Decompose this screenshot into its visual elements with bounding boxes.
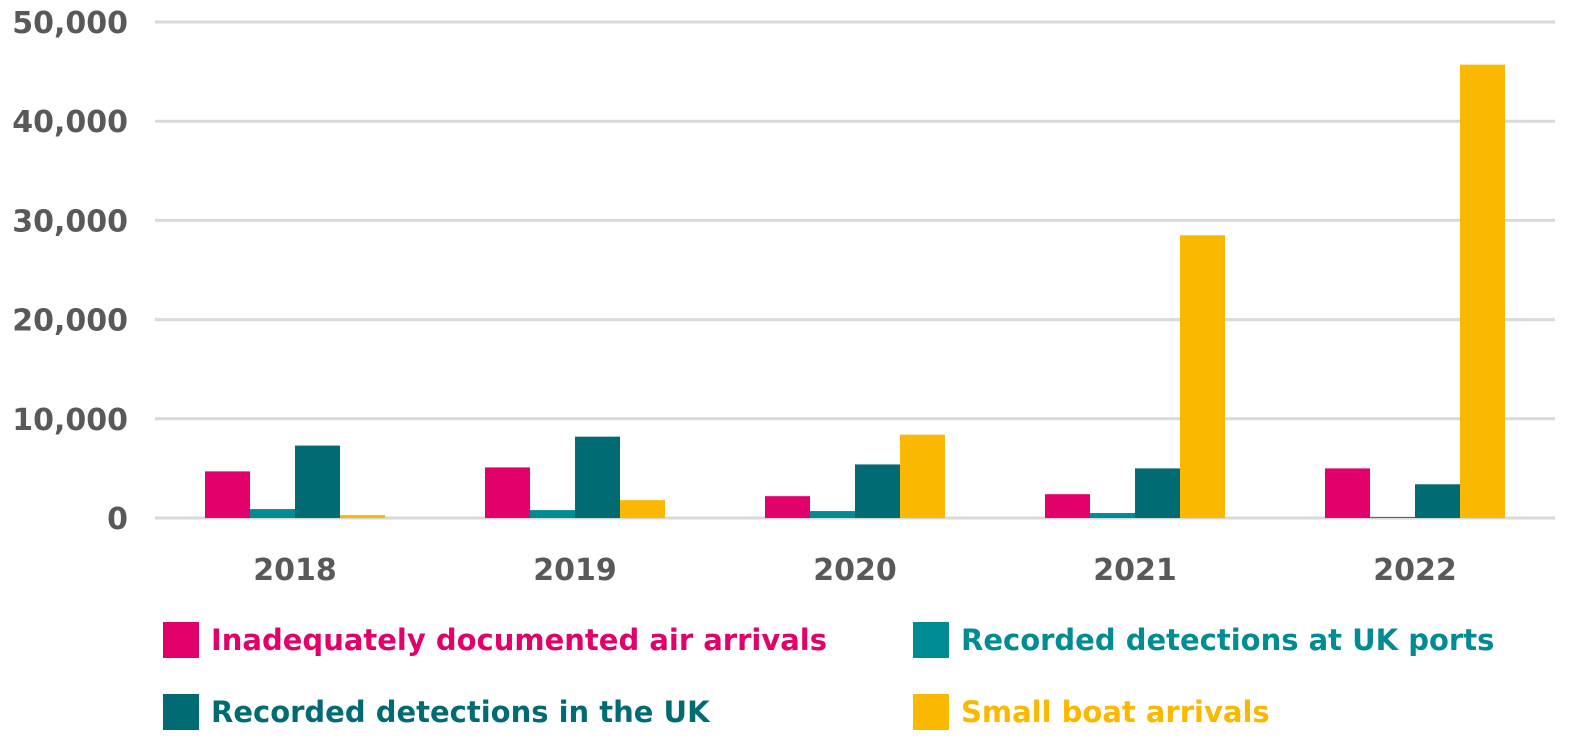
bar xyxy=(1045,494,1090,518)
bar xyxy=(620,500,665,518)
legend-label: Recorded detections in the UK xyxy=(211,695,710,729)
bar xyxy=(765,496,810,518)
bar xyxy=(340,515,385,518)
legend-swatch xyxy=(913,694,949,730)
legend-label: Small boat arrivals xyxy=(961,695,1270,729)
y-tick-label: 0 xyxy=(107,502,128,537)
bar xyxy=(810,511,855,518)
x-tick-label: 2021 xyxy=(1093,553,1177,588)
bar xyxy=(1090,513,1135,518)
bar xyxy=(485,467,530,518)
y-tick-label: 40,000 xyxy=(12,105,128,140)
bar xyxy=(855,464,900,518)
legend-swatch xyxy=(913,622,949,658)
y-tick-label: 20,000 xyxy=(12,304,128,339)
legend-item-ports: Recorded detections at UK ports xyxy=(913,622,1494,658)
y-tick-label: 50,000 xyxy=(12,6,128,41)
legend-label: Inadequately documented air arrivals xyxy=(211,623,828,657)
legend-label: Recorded detections at UK ports xyxy=(961,623,1495,657)
x-tick-label: 2020 xyxy=(813,553,897,588)
bar xyxy=(530,510,575,518)
y-tick-label: 10,000 xyxy=(12,403,128,438)
bar xyxy=(1415,484,1460,518)
x-tick-label: 2022 xyxy=(1373,553,1457,588)
bar xyxy=(575,436,620,518)
bar xyxy=(900,434,945,518)
bar-chart: 0 10,000 20,000 30,000 40,000 50,000 2018 2019 2… xyxy=(12,6,1555,588)
legend-swatch xyxy=(163,622,199,658)
bar xyxy=(250,509,295,518)
legend-item-air-arrivals: Inadequately documented air arrivals xyxy=(163,622,827,658)
bar xyxy=(1460,64,1505,518)
bar xyxy=(1135,468,1180,518)
bar xyxy=(1180,235,1225,518)
bar xyxy=(1325,468,1370,518)
legend-item-in-uk: Recorded detections in the UK xyxy=(163,694,710,730)
bar xyxy=(205,471,250,518)
legend-item-small-boats: Small boat arrivals xyxy=(913,694,1270,730)
legend-swatch xyxy=(163,694,199,730)
x-tick-label: 2019 xyxy=(533,553,617,588)
y-tick-label: 30,000 xyxy=(12,204,128,239)
x-tick-label: 2018 xyxy=(253,553,337,588)
bar xyxy=(295,445,340,518)
bar xyxy=(1370,517,1415,518)
